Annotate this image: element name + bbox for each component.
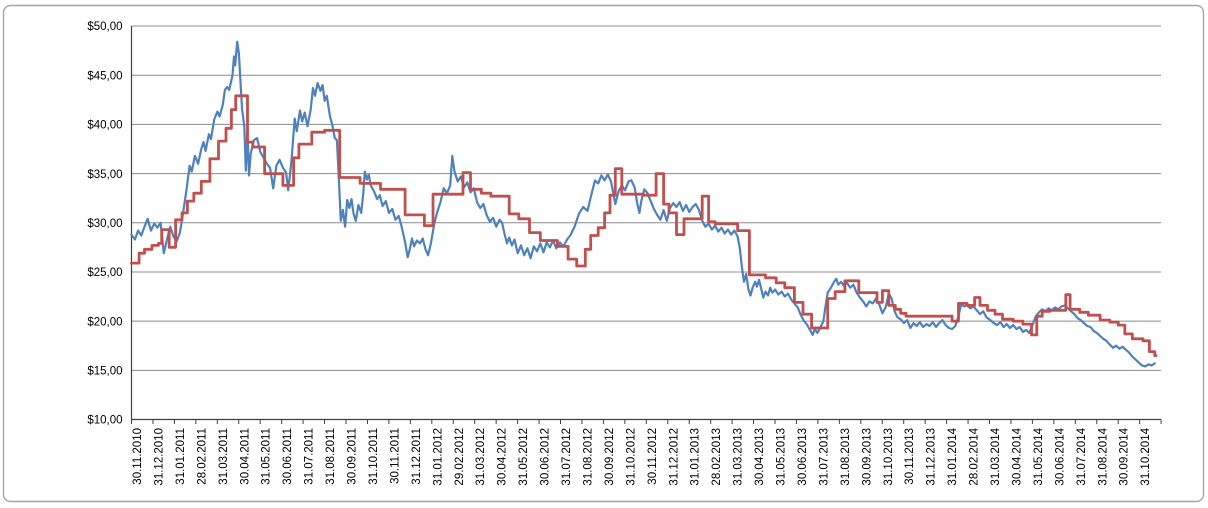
- x-axis-label: 30.04.2014: [1011, 427, 1023, 485]
- x-axis-label: 30.11.2013: [904, 428, 916, 485]
- y-axis-label: $40,00: [87, 120, 122, 132]
- x-axis-label: 29.02.2012: [454, 428, 466, 486]
- x-axis-label: 31.10.2014: [1140, 427, 1152, 485]
- x-axis-label: 31.10.2013: [883, 428, 895, 486]
- y-axis-label: $30,00: [87, 218, 122, 230]
- x-axis-label: 31.05.2011: [261, 428, 273, 485]
- x-axis-label: 30.06.2012: [540, 428, 552, 486]
- gridlines: [131, 25, 1161, 371]
- x-axis-label: 31.12.2010: [153, 428, 165, 486]
- x-axis-label: 31.08.2013: [840, 428, 852, 486]
- x-axis-label: 30.09.2011: [347, 428, 359, 485]
- y-axis-labels: $50,00 $45,00 $40,00 $35,00 $30,00 $25,00 $20,…: [87, 21, 122, 427]
- y-axis-label: $50,00: [87, 21, 122, 33]
- x-axis-label: 31.08.2012: [582, 428, 594, 486]
- x-axis-label: 31.07.2012: [561, 428, 573, 486]
- x-axis-label: 31.03.2012: [475, 428, 487, 486]
- x-axis-label: 30.04.2013: [754, 428, 766, 486]
- x-axis-label: 30.09.2012: [604, 428, 616, 486]
- x-axis-label: 28.02.2014: [969, 427, 981, 485]
- x-axis-label: 31.08.2014: [1097, 427, 1109, 485]
- x-axis-label: 30.04.2011: [239, 428, 251, 485]
- x-axis-label: 31.07.2011: [304, 428, 316, 485]
- x-axis-label: 30.06.2013: [797, 428, 809, 486]
- x-axis-label: 30.09.2014: [1119, 427, 1131, 485]
- y-axis-label: $10,00: [87, 415, 122, 427]
- x-axis-label: 31.01.2014: [947, 427, 959, 485]
- x-axis-label: 31.07.2013: [818, 428, 830, 486]
- x-axis-label: 30.06.2011: [282, 428, 294, 485]
- x-axis-label: 28.02.2011: [196, 428, 208, 485]
- x-axis-label: 30.04.2012: [497, 428, 509, 486]
- x-axis-label: 31.10.2011: [368, 428, 380, 485]
- x-axis-label: 30.11.2012: [647, 428, 659, 485]
- x-axis-label: 31.01.2012: [432, 428, 444, 486]
- axes: [130, 26, 1162, 424]
- x-axis-label: 30.11.2011: [389, 428, 401, 484]
- x-axis-label: 31.03.2011: [218, 428, 230, 485]
- x-axis-labels: 30.11.2010 31.12.2010 31.01.2011 28.02.2011…: [132, 427, 1152, 485]
- x-axis-label: 31.08.2011: [325, 428, 337, 485]
- x-axis-label: 31.05.2012: [518, 428, 530, 486]
- chart-border: [2, 4, 1205, 503]
- y-axis-label: $25,00: [87, 267, 122, 279]
- y-axis-label: $35,00: [87, 169, 122, 181]
- x-axis-label: 30.06.2014: [1054, 427, 1066, 485]
- x-axis-label: 31.03.2013: [733, 428, 745, 486]
- x-axis-label: 31.12.2011: [411, 428, 423, 485]
- y-axis-label: $20,00: [87, 316, 122, 328]
- y-axis-label: $15,00: [87, 366, 122, 378]
- red-series-line: [130, 94, 1158, 357]
- x-axis-label: 30.09.2013: [861, 428, 873, 486]
- x-axis-label: 31.12.2012: [668, 428, 680, 486]
- x-axis-label: 31.05.2013: [776, 428, 788, 486]
- x-axis-label: 30.11.2010: [132, 428, 144, 485]
- x-axis-label: 31.12.2013: [926, 428, 938, 486]
- x-axis-label: 31.01.2013: [690, 428, 702, 486]
- x-axis-label: 31.10.2012: [625, 428, 637, 486]
- x-axis-label: 31.07.2014: [1076, 427, 1088, 485]
- x-axis-label: 31.01.2011: [175, 428, 187, 485]
- y-axis-label: $45,00: [87, 70, 122, 82]
- x-axis-label: 31.03.2014: [990, 427, 1002, 485]
- x-axis-label: 31.05.2014: [1033, 427, 1045, 485]
- x-axis-label: 28.02.2013: [711, 428, 723, 486]
